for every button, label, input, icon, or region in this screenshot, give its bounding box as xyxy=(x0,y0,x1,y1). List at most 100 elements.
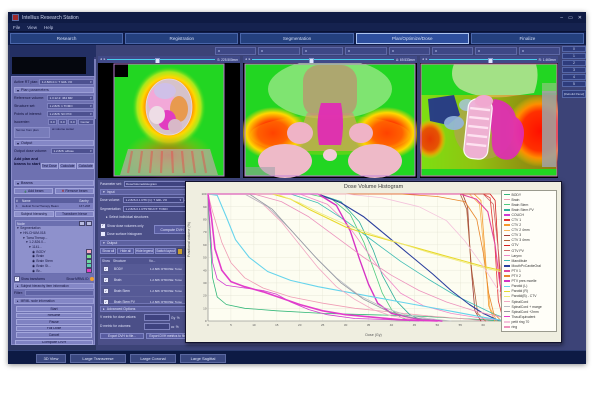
row-checkbox[interactable]: ✓ xyxy=(103,299,109,305)
slider-left-arrow-icon[interactable]: ◂ xyxy=(422,56,424,61)
calculate-dose-button[interactable]: Calculate xyxy=(59,163,76,169)
section-input[interactable]: ▾ Input xyxy=(100,189,190,195)
tree-item-structure[interactable]: ◉ Br... xyxy=(16,268,92,273)
viewport-transverse[interactable]: ◂ ▸ S: 225.500mm xyxy=(98,56,240,178)
visibility-eye-icon[interactable]: ◉ xyxy=(32,249,35,254)
layout-toolbar-segment[interactable] xyxy=(475,47,517,55)
add-beam-button[interactable]: ＋ Add beam xyxy=(14,188,53,194)
close-button[interactable]: ✕ xyxy=(577,14,582,21)
minimize-button[interactable]: – xyxy=(560,14,564,21)
row-checkbox[interactable]: ✓ xyxy=(103,277,109,283)
menu-file[interactable]: File xyxy=(13,24,21,30)
slider-right-arrow-icon[interactable]: ▸ xyxy=(248,56,251,61)
layout-toolbar-segment[interactable] xyxy=(518,47,560,55)
start-button[interactable]: Start xyxy=(16,306,92,312)
tab-subject-hierarchy[interactable]: Subject hierarchy xyxy=(14,211,54,217)
isocenter-z-field[interactable]: 0.0 xyxy=(68,119,77,125)
large-transverse-button[interactable]: Large Transverse xyxy=(70,353,126,363)
slider-left-arrow-icon[interactable]: ◂ xyxy=(100,56,102,61)
structure-color-chip[interactable] xyxy=(86,254,92,259)
pause-button[interactable]: Pause xyxy=(16,319,92,325)
coronal-slice-slider[interactable]: ◂ ▸ A: 69.533mm xyxy=(243,56,417,64)
tree-item-structure[interactable]: ◉ Brain xyxy=(16,254,92,259)
export-dvh-button[interactable]: Export DVH to file... xyxy=(100,333,144,339)
menu-view[interactable]: View xyxy=(27,24,37,30)
sidebar-scrollbar[interactable] xyxy=(94,57,97,345)
section-output-module[interactable]: ▾ Output xyxy=(100,240,190,246)
tab-segmentation[interactable]: Segmentation xyxy=(240,33,354,44)
transverse-dose-image[interactable] xyxy=(98,63,240,178)
tree-item[interactable]: ▾ 1141... xyxy=(29,245,42,250)
tree-item-structure[interactable]: ◉ Brain Stem xyxy=(16,258,92,264)
maximize-button[interactable]: ▭ xyxy=(568,14,573,21)
structure-row[interactable]: ✓ Brain Stem 1.2.826: RTDOSE: Tomo xyxy=(101,286,189,297)
tab-finalize[interactable]: Finalize xyxy=(470,33,585,44)
show-all-button[interactable]: Show all xyxy=(100,248,117,254)
section-plan-parameters[interactable]: ▾ Plan parameters xyxy=(14,87,94,93)
dose-volume-select[interactable]: 1.2.826.0.1 RTD [1]: T GRL VO ▾ xyxy=(123,197,184,203)
slider-right-arrow-icon[interactable]: ▸ xyxy=(103,56,106,61)
structure-row[interactable]: ✓ Brain 1.2.826: RTDOSE: Tomo xyxy=(101,275,189,286)
view-3d-button[interactable]: 3D View xyxy=(36,353,66,363)
show-dose-volumes-checkbox[interactable]: ✓ xyxy=(100,223,106,229)
structure-color-chip[interactable] xyxy=(86,263,92,269)
layout-toolbar-segment[interactable] xyxy=(345,47,387,55)
isocenter-note-a[interactable]: Set iso from plan xyxy=(14,127,50,138)
structure-set-select[interactable]: 1.2.826: 1 TOMO ▾ xyxy=(47,103,94,109)
slider-left-arrow-icon[interactable]: ◂ xyxy=(245,56,247,61)
tree-item[interactable]: ▾ HN-CHUM-018 xyxy=(20,231,46,236)
structure-color-chip[interactable] xyxy=(86,258,92,264)
visibility-eye-icon[interactable]: ◉ xyxy=(32,268,35,273)
layout-toolbar-segment[interactable] xyxy=(388,47,430,55)
beam-row[interactable]: 1 Helical TomoTherapy Beam 167-208 xyxy=(16,203,91,208)
visibility-eye-icon[interactable]: ◉ xyxy=(32,263,35,268)
rebuild-panel-button[interactable]: [Rebuild Panel] xyxy=(562,89,586,98)
section-advanced-options[interactable]: ▸ Advanced Options xyxy=(100,306,190,312)
output-dose-volume-select[interactable]: 1.2.826: aDose ▾ xyxy=(51,148,94,154)
visibility-eye-icon[interactable]: ◉ xyxy=(32,259,35,264)
tree-item[interactable]: ▾ TomoTherap... xyxy=(23,235,48,240)
structure-row[interactable]: ✓ BODY 1.2.826: RTDOSE: Tomo xyxy=(101,264,189,275)
segmentation-select[interactable]: 1.2.826.0.1 RTSTRUCT: TOMO▾ xyxy=(123,206,190,212)
layout-icon[interactable] xyxy=(176,248,183,255)
tab-registration[interactable]: Registration xyxy=(125,33,239,44)
rail-button-4[interactable]: 4 xyxy=(562,74,586,80)
isocenter-y-field[interactable]: 0.0 xyxy=(58,119,67,125)
select-structures-label[interactable]: Select individual structures xyxy=(109,215,149,219)
cancel-button[interactable]: Cancel xyxy=(16,332,92,338)
reference-volume-select[interactable]: 1.3.12.2: 464 MR ▾ xyxy=(47,95,94,101)
v-metric-input[interactable] xyxy=(143,314,170,321)
coronal-dose-image[interactable] xyxy=(243,63,417,178)
visibility-eye-icon[interactable]: ◉ xyxy=(32,254,35,259)
sagittal-slice-slider[interactable]: ◂ ▸ R: 1.460mm xyxy=(420,56,558,64)
slice-slider-track[interactable] xyxy=(429,57,537,64)
structure-color-chip[interactable] xyxy=(86,268,92,273)
section-output[interactable]: ▾ Output xyxy=(14,140,94,146)
rail-button-5[interactable]: 5 xyxy=(562,81,586,87)
isocenter-x-field[interactable]: 0.0 xyxy=(48,119,57,125)
rail-button-3[interactable]: 3 xyxy=(562,67,586,73)
large-coronal-button[interactable]: Large Coronal xyxy=(130,353,176,363)
sagittal-dose-image[interactable] xyxy=(420,63,558,178)
hide-all-button[interactable]: Hide all xyxy=(117,248,134,254)
row-checkbox[interactable]: ✓ xyxy=(103,266,109,272)
viewport-coronal[interactable]: ◂ ▸ A: 69.533mm xyxy=(243,56,417,178)
row-checkbox[interactable]: ✓ xyxy=(103,288,109,294)
compute-dvh-button[interactable]: Compute DVH xyxy=(15,339,93,345)
active-rt-plan-select[interactable]: 1.2.826.0.1: T GRL VO ▾ xyxy=(39,79,94,85)
rail-button-2[interactable]: 2 xyxy=(562,60,586,66)
tab-research[interactable]: Research xyxy=(10,33,124,44)
tree-item-structure[interactable]: ◉ Brain St... xyxy=(16,263,92,269)
section-item-information[interactable]: ▸ Subject hierarchy item information xyxy=(14,283,94,289)
menu-help[interactable]: Help xyxy=(43,24,54,30)
resume-button[interactable]: Resume xyxy=(16,312,92,318)
rail-button-0[interactable]: 0 xyxy=(562,46,586,52)
tree-item[interactable]: ▾ Segmentation xyxy=(17,226,41,231)
viewport-sagittal[interactable]: ◂ ▸ R: 1.460mm xyxy=(420,56,558,178)
remove-beam-button[interactable]: ✕ Remove beam xyxy=(55,188,94,194)
transverse-slice-slider[interactable]: ◂ ▸ S: 225.500mm xyxy=(98,56,240,64)
points-of-interest-select[interactable]: 1.2.826: SO POI ▾ xyxy=(47,111,94,117)
tree-item-structure[interactable]: ◉ BODY xyxy=(16,249,92,255)
dose-surface-checkbox[interactable] xyxy=(100,231,106,237)
slice-slider-track[interactable] xyxy=(107,57,216,64)
